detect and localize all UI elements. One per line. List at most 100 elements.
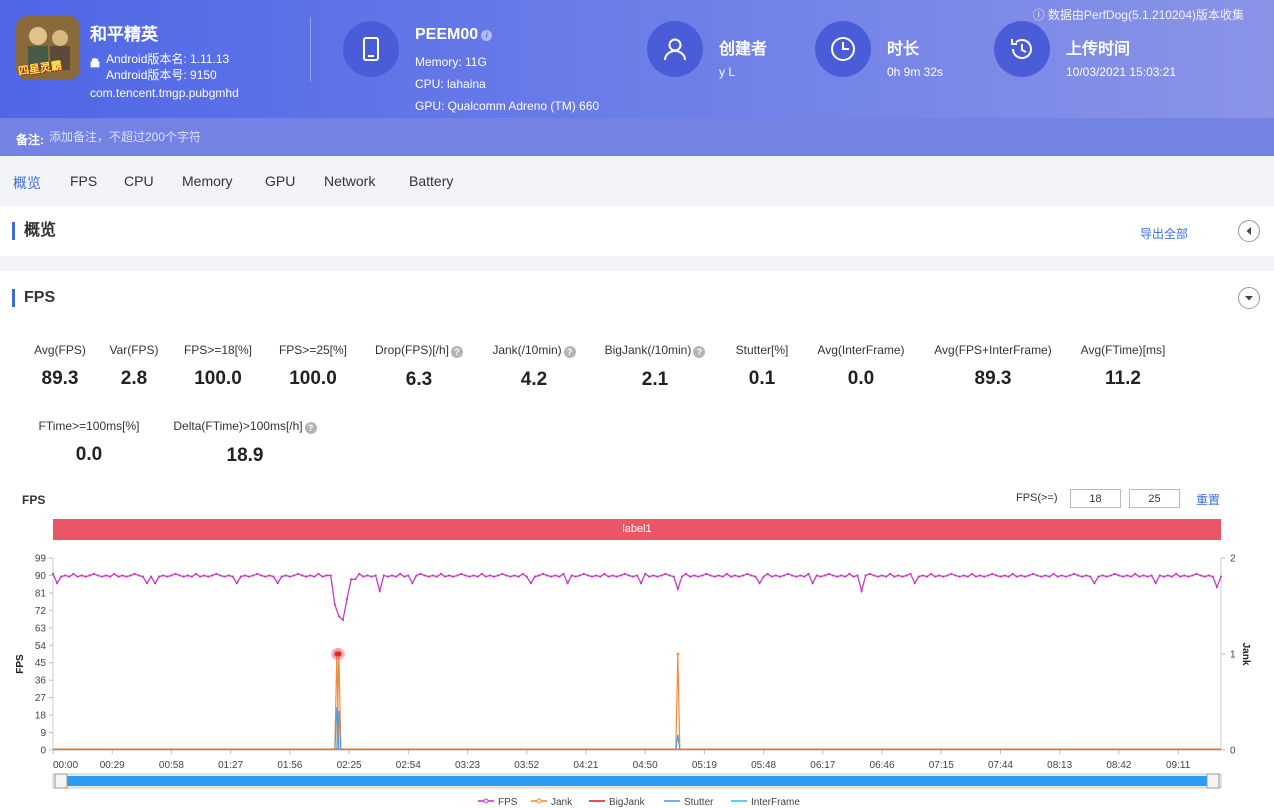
x-tick-label: 06:46	[870, 760, 895, 771]
fps-point	[260, 574, 263, 577]
fps-point	[276, 582, 279, 585]
fps-point	[713, 575, 716, 578]
fps-point	[811, 582, 814, 585]
fps-point	[158, 575, 161, 578]
fps-point	[129, 574, 132, 577]
fps-point	[934, 575, 937, 578]
fps-point	[1199, 574, 1202, 577]
x-tick-label: 02:54	[396, 760, 421, 771]
fps-point	[978, 574, 982, 577]
fps-point	[995, 574, 998, 577]
fps-point	[595, 574, 598, 577]
metric-var-fps: Var(FPS) 2.8	[109, 343, 159, 389]
fps-point	[407, 574, 410, 577]
fps-point	[1003, 574, 1006, 577]
help-icon[interactable]: ?	[563, 346, 576, 358]
fps-point	[737, 575, 741, 578]
device-gpu: GPU: Qualcomm Adreno (TM) 660	[415, 99, 600, 113]
fps-point	[521, 572, 524, 576]
legend-marker	[536, 798, 542, 804]
fps-point	[676, 587, 679, 591]
stutter-spike	[336, 711, 342, 751]
y-tick-label: 36	[35, 676, 47, 687]
collapse-overview-button[interactable]	[1238, 220, 1260, 242]
fps-point	[872, 574, 875, 577]
fps-point	[92, 572, 95, 576]
x-tick-label: 00:29	[100, 760, 125, 771]
fps-point	[668, 574, 671, 577]
fps-point	[1158, 574, 1161, 577]
tab-overview[interactable]: 概览	[13, 175, 41, 191]
info-icon[interactable]: i	[481, 30, 493, 41]
fps-point	[141, 575, 144, 578]
fps-point	[219, 574, 222, 577]
threshold-input-1[interactable]	[1070, 489, 1121, 508]
fps-point	[1203, 575, 1206, 578]
fps-point	[889, 572, 892, 576]
fps-point	[688, 575, 692, 578]
app-icon: 四星灵霸	[16, 16, 80, 80]
fps-point	[133, 572, 136, 576]
stutter-spike	[675, 734, 681, 751]
info-circle-icon: ⓘ	[1032, 8, 1048, 22]
tab-fps[interactable]: FPS	[70, 173, 98, 189]
tab-gpu[interactable]: GPU	[265, 173, 296, 189]
fps-point	[974, 575, 978, 578]
fps-point	[190, 575, 193, 578]
fps-point	[505, 574, 508, 577]
fps-point	[264, 575, 267, 578]
fps-point	[337, 615, 340, 618]
fps-point	[901, 575, 904, 578]
fps-point	[778, 575, 782, 578]
range-slider-fill	[62, 776, 1212, 786]
fps-point	[476, 575, 479, 578]
range-slider-left-handle[interactable]	[54, 773, 68, 789]
reset-button[interactable]: 重置	[1196, 493, 1221, 507]
tab-network[interactable]: Network	[324, 173, 376, 189]
fps-point	[999, 575, 1002, 578]
tab-cpu[interactable]: CPU	[124, 173, 154, 189]
fps-point	[831, 574, 835, 577]
creator-icon-circle	[647, 21, 703, 77]
x-tick-label: 03:23	[455, 760, 480, 771]
y-tick-label: 81	[35, 588, 47, 599]
fps-point	[746, 572, 749, 576]
help-icon[interactable]: ?	[693, 346, 706, 358]
fps-point	[374, 574, 377, 577]
collapse-fps-button[interactable]	[1238, 287, 1260, 309]
label-bar[interactable]: label1	[53, 519, 1221, 540]
fps-point	[807, 572, 810, 576]
fps-point	[456, 574, 459, 577]
fps-point	[1174, 572, 1178, 576]
fps-point	[546, 574, 549, 577]
y2-axis-title: Jank	[1240, 643, 1251, 666]
fps-point	[243, 574, 247, 577]
fps-point	[774, 574, 777, 577]
export-all-link[interactable]: 导出全部	[1139, 227, 1188, 241]
fps-point	[301, 574, 304, 577]
fps-point	[1113, 572, 1116, 576]
tab-memory[interactable]: Memory	[182, 173, 233, 189]
threshold-input-2[interactable]	[1129, 489, 1180, 508]
help-icon[interactable]: ?	[304, 422, 317, 434]
game-artwork-icon	[16, 16, 80, 80]
fps-point	[166, 575, 169, 578]
app-version-name: Android版本名: 1.11.13	[106, 52, 230, 66]
help-icon[interactable]: ?	[451, 346, 463, 358]
fps-point	[562, 572, 565, 576]
remark-label: 备注:	[16, 133, 44, 147]
x-tick-label: 09:11	[1166, 760, 1191, 771]
fps-point	[840, 574, 843, 577]
legend-label-interframe: InterFrame	[751, 797, 800, 808]
tab-battery[interactable]: Battery	[409, 173, 454, 189]
fps-point	[117, 575, 120, 578]
range-slider-right-handle[interactable]	[1206, 773, 1220, 789]
fps-point	[852, 575, 855, 578]
remark-input[interactable]	[49, 127, 449, 147]
app-name: 和平精英	[90, 25, 158, 44]
fps-point	[1015, 575, 1018, 578]
fps-point	[742, 574, 745, 577]
fps-point	[1195, 572, 1198, 576]
fps-point	[174, 572, 177, 576]
device-model: PEEM00 i	[415, 26, 493, 44]
